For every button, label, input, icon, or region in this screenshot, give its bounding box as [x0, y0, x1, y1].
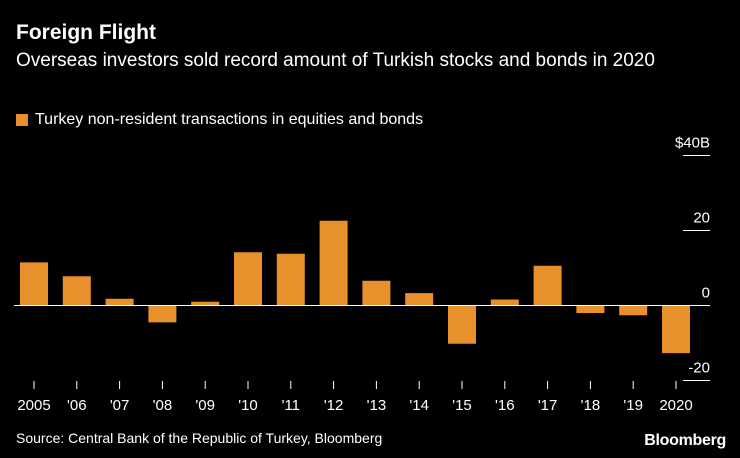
- bar: [405, 293, 434, 306]
- gridlines: [683, 155, 710, 381]
- y-tick-label: $40B: [675, 135, 710, 152]
- bar: [62, 276, 91, 306]
- chart-title: Foreign Flight: [16, 21, 156, 44]
- x-tick-label: 2020: [659, 397, 692, 414]
- x-tick-label: '10: [238, 397, 258, 414]
- bar: [362, 280, 391, 306]
- bar: [276, 253, 305, 306]
- bar: [148, 305, 177, 323]
- x-tick-label: 2005: [17, 397, 50, 414]
- bar: [576, 305, 605, 313]
- bars: [20, 220, 690, 354]
- y-tick-label: 0: [702, 285, 710, 302]
- x-tick-label: '19: [623, 397, 643, 414]
- y-axis-labels: $40B 20 0 -20: [675, 135, 710, 377]
- x-tick-label: '11: [282, 397, 300, 414]
- bar: [490, 299, 519, 306]
- x-tick-label: '18: [581, 397, 601, 414]
- bar: [105, 298, 134, 306]
- bar: [662, 305, 690, 354]
- legend-label: Turkey non-resident transactions in equi…: [35, 111, 424, 128]
- x-tick-label: '07: [110, 397, 130, 414]
- x-tick-label: '17: [538, 397, 558, 414]
- x-tick-label: '14: [409, 397, 429, 414]
- bar: [448, 305, 476, 344]
- chart-subtitle: Overseas investors sold record amount of…: [16, 50, 655, 71]
- x-tick-label: '08: [153, 397, 173, 414]
- bar: [191, 301, 220, 306]
- x-tick-label: '15: [452, 397, 472, 414]
- bar: [234, 252, 262, 306]
- y-tick-label: 20: [693, 210, 710, 227]
- legend-swatch: [16, 114, 28, 126]
- bloomberg-logo: Bloomberg: [644, 432, 726, 449]
- bar: [20, 262, 48, 306]
- x-tick-label: '09: [195, 397, 215, 414]
- bar-chart: $40B 20 0 -20 2005 '06 '07 '08 '09 '10 '11 '12 '13 '…: [14, 135, 710, 414]
- bar: [319, 220, 348, 306]
- x-tick-label: '12: [324, 397, 344, 414]
- x-tick-label: '16: [495, 397, 515, 414]
- bar: [619, 305, 648, 316]
- x-tick-label: '06: [67, 397, 87, 414]
- bar: [533, 265, 562, 306]
- y-tick-label: -20: [688, 360, 710, 377]
- chart-legend: Turkey non-resident transactions in equi…: [16, 110, 423, 130]
- x-axis-labels: 2005 '06 '07 '08 '09 '10 '11 '12 '13 '14 '15 '16 '17…: [17, 381, 693, 414]
- source-note: Source: Central Bank of the Republic of …: [16, 430, 383, 446]
- x-tick-label: '13: [367, 397, 387, 414]
